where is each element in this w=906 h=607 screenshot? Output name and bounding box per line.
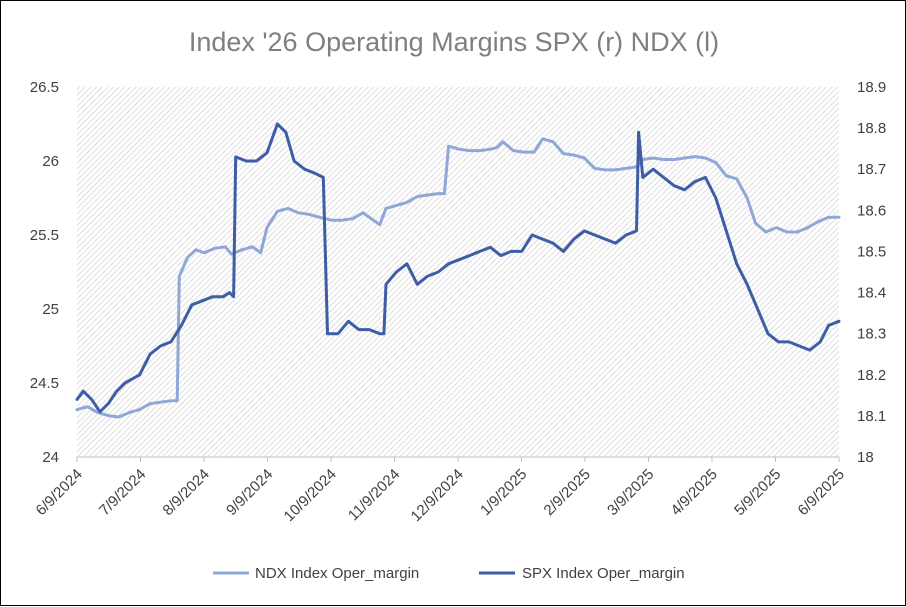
x-tick-label: 3/9/2025 (604, 466, 657, 519)
right-tick-label: 18.7 (857, 161, 886, 178)
x-tick-label: 9/9/2024 (223, 466, 276, 519)
right-tick-label: 18.5 (857, 243, 886, 260)
left-tick-label: 25.5 (30, 227, 59, 244)
right-axis: 18 18.1 18.2 18.3 18.4 18.5 18.6 18.7 18.8 18.9 (857, 79, 886, 466)
left-tick-label: 26.5 (30, 79, 59, 96)
x-tick-label: 6/9/2024 (33, 466, 86, 519)
right-tick-label: 18.4 (857, 285, 886, 302)
plot-area (77, 87, 839, 457)
left-tick-label: 24 (42, 449, 59, 466)
x-axis: 6/9/2024 7/9/2024 8/9/2024 9/9/2024 10/9/202… (33, 457, 848, 525)
x-tick-label: 1/9/2025 (477, 466, 530, 519)
right-tick-label: 18.8 (857, 120, 886, 137)
left-tick-label: 26 (42, 153, 59, 170)
x-tick-label: 7/9/2024 (96, 466, 149, 519)
x-tick-label: 2/9/2025 (541, 466, 594, 519)
legend: NDX Index Oper_margin SPX Index Oper_marg… (213, 565, 685, 582)
left-tick-label: 24.5 (30, 375, 59, 392)
legend-label: SPX Index Oper_margin (522, 565, 685, 582)
x-tick-label: 11/9/2024 (345, 466, 403, 524)
right-tick-label: 18.1 (857, 408, 886, 425)
x-tick-label: 8/9/2024 (160, 466, 213, 519)
chart-title: Index '26 Operating Margins SPX (r) NDX … (189, 27, 719, 57)
x-tick-label: 5/9/2025 (731, 466, 784, 519)
left-tick-label: 25 (42, 301, 59, 318)
series-lines (75, 122, 841, 419)
right-tick-label: 18.2 (857, 367, 886, 384)
series-line-ndx (75, 137, 841, 419)
right-tick-label: 18.9 (857, 79, 886, 96)
legend-label: NDX Index Oper_margin (255, 565, 419, 582)
right-tick-label: 18.3 (857, 326, 886, 343)
x-tick-label: 4/9/2025 (668, 466, 721, 519)
series-line-spx (75, 122, 841, 414)
x-tick-label: 12/9/2024 (408, 466, 467, 525)
right-tick-label: 18 (857, 449, 874, 466)
x-tick-label: 10/9/2024 (281, 466, 340, 525)
right-tick-label: 18.6 (857, 202, 886, 219)
left-axis: 24 24.5 25 25.5 26 26.5 (30, 79, 59, 466)
x-tick-label: 6/9/2025 (795, 466, 848, 519)
